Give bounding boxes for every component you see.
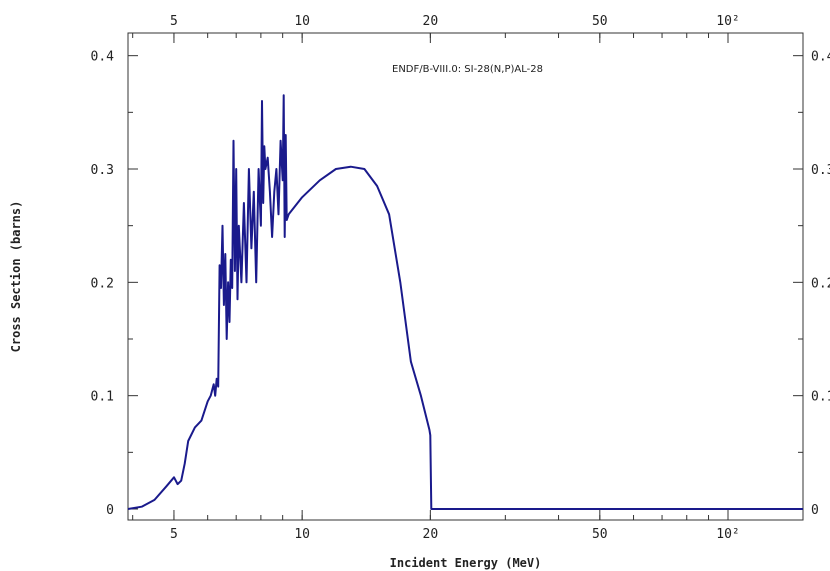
tick-marks (128, 33, 803, 520)
y-tick-label-right: 0.3 (811, 163, 830, 178)
y-tick-label: 0.4 (91, 50, 115, 65)
x-tick-label-top: 10 (294, 14, 310, 29)
y-axis-label: Cross Section (barns) (9, 201, 23, 353)
y-tick-label-right: 0 (811, 503, 819, 518)
y-tick-label: 0.2 (91, 276, 114, 291)
x-tick-label-top: 10² (716, 14, 739, 29)
x-axis-label: Incident Energy (MeV) (390, 556, 542, 570)
y-tick-label-right: 0.2 (811, 276, 830, 291)
y-tick-label: 0 (106, 503, 114, 518)
series-line (127, 94, 803, 510)
x-tick-label: 10 (294, 527, 310, 542)
y-tick-label: 0.1 (91, 390, 114, 405)
y-tick-label-right: 0.1 (811, 390, 830, 405)
x-tick-label: 10² (716, 527, 739, 542)
x-tick-label: 5 (170, 527, 178, 542)
chart-annotation: ENDF/B-VIII.0: SI-28(N,P)AL-28 (392, 64, 543, 75)
y-tick-label-right: 0.4 (811, 50, 830, 65)
x-tick-label: 50 (592, 527, 608, 542)
y-tick-label: 0.3 (91, 163, 114, 178)
x-tick-label: 20 (423, 527, 439, 542)
tick-labels: 5 5 10 10 20 20 50 50 10² 10² 0 0 0.1 0.1 0.2 0.2 0.3 0.3… (91, 14, 830, 542)
x-tick-label-top: 20 (423, 14, 439, 29)
x-tick-label-top: 5 (170, 14, 178, 29)
plot-frame (127, 32, 804, 521)
x-tick-label-top: 50 (592, 14, 608, 29)
